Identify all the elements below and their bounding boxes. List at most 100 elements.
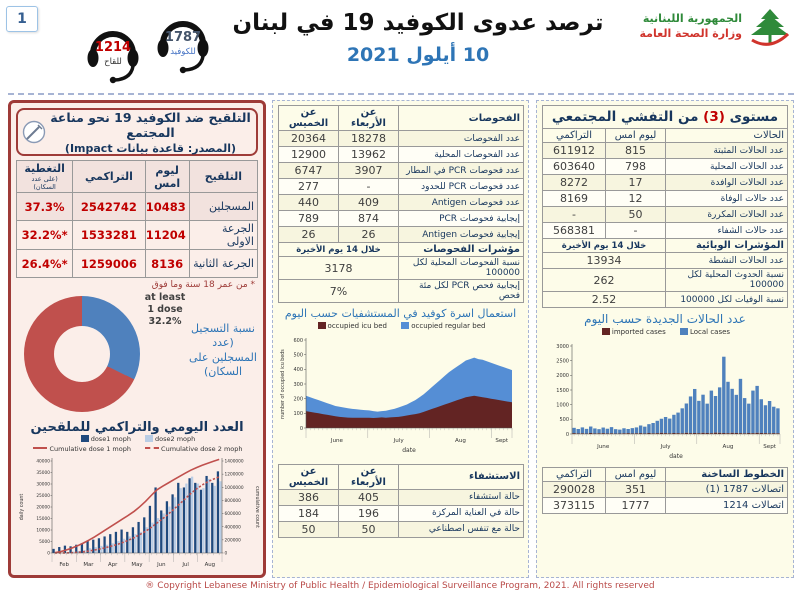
hotline-covid: 1787 للكوفيد xyxy=(150,6,216,76)
cell-value: 603640 xyxy=(542,158,606,175)
new-cases-chart-title: عدد الحالات الجديدة حسب اليوم xyxy=(584,312,746,326)
cell-value: 50 xyxy=(338,520,399,538)
vaccination-panel-title: التلقيح ضد الكوفيد 19 نحو مناعة المجتمع … xyxy=(16,108,258,156)
cell-label: حالة استشفاء xyxy=(398,488,524,506)
col-vaccination: التلقيح xyxy=(188,160,259,193)
cell-value: 8169 xyxy=(542,190,606,207)
cell-value: 409 xyxy=(338,194,399,211)
table-header-row: الفحوصات عن الأربعاء عن الخميس xyxy=(278,105,524,131)
cell-label: عدد فحوصات PCR للحدود xyxy=(398,178,524,195)
svg-text:30000: 30000 xyxy=(36,481,50,487)
svg-text:200000: 200000 xyxy=(225,537,242,543)
svg-text:600: 600 xyxy=(293,337,303,343)
cell-value: 17 xyxy=(605,174,666,191)
spread-level-number: (3) xyxy=(703,109,725,125)
cell-value: - xyxy=(542,206,606,223)
col-yesterday: ليوم امس xyxy=(144,160,190,193)
table-row: إيجابية فحص PCR لكل مئة فحص 7% xyxy=(278,279,524,303)
svg-text:300: 300 xyxy=(293,381,303,387)
cell-value: 12900 xyxy=(278,146,339,163)
svg-text:15000: 15000 xyxy=(36,516,50,522)
svg-text:date: date xyxy=(669,453,683,460)
svg-text:date: date xyxy=(402,447,416,454)
cell-label: نسبة الحدوث المحلية لكل 100000 xyxy=(665,268,788,292)
col-wednesday: عن الأربعاء xyxy=(338,105,399,131)
table-header-row: الاستشفاء عن الأربعاء عن الخميس xyxy=(278,463,524,490)
table-header-row: الحالات ليوم امس التراكمي xyxy=(542,128,788,143)
hospitalization-table: الاستشفاء عن الأربعاء عن الخميس حالة است… xyxy=(278,463,524,538)
cell-label: عدد فحوصات PCR في المطار xyxy=(398,162,524,179)
col-hotlines: الخطوط الساخنة xyxy=(665,466,788,482)
cedar-logo-icon xyxy=(751,9,790,46)
cell-label: عدد الحالات المكررة xyxy=(665,206,788,223)
cell-label: إيجابية فحوصات Antigen xyxy=(398,226,524,243)
table-row: عدد فحوصات PCR للحدود -277 xyxy=(278,178,524,195)
table-header-row: الخطوط الساخنة ليوم امس التراكمي xyxy=(542,466,788,482)
table-row: عدد الحالات الوافدة 17 8272 xyxy=(542,174,788,191)
cell-value: 290028 xyxy=(542,480,606,498)
cell-value: 373115 xyxy=(542,496,606,514)
cell-value: 611912 xyxy=(542,142,606,159)
cell-value: 2.52 xyxy=(542,291,666,308)
cell-label: اتصالات 1787 (1) xyxy=(665,480,788,498)
epi-indicators-period: خلال 14 يوم الأخيرة xyxy=(542,238,666,253)
svg-text:Apr: Apr xyxy=(108,562,118,568)
table-row: عدد الحالات المكررة 50- xyxy=(542,206,788,223)
col-hospitalization: الاستشفاء xyxy=(398,463,524,490)
hotline-label: للكوفيد xyxy=(170,47,196,57)
svg-text:20000: 20000 xyxy=(36,504,50,510)
cell-value: 262 xyxy=(542,268,666,292)
svg-text:5000: 5000 xyxy=(39,539,50,545)
divider xyxy=(8,93,794,95)
spread-level-title: مستوى (3) من التفشي المجتمعي xyxy=(542,105,788,128)
table-row: عدد فحوصات PCR في المطار 3907 6747 xyxy=(278,162,524,179)
svg-text:Sept: Sept xyxy=(763,444,777,450)
dose2-swatch xyxy=(145,435,154,442)
table-row: حالة في العناية المركزة 196 184 xyxy=(278,504,524,522)
svg-text:600000: 600000 xyxy=(225,511,242,517)
col-cumulative: التراكمي xyxy=(72,160,146,193)
cell-value: 8272 xyxy=(542,174,606,191)
col-thursday: عن الخميس xyxy=(278,105,339,131)
svg-text:number of occupied icu beds: number of occupied icu beds xyxy=(280,348,286,418)
cell-label: نسبة الوفيات لكل 100000 xyxy=(665,291,788,308)
imported-swatch xyxy=(601,328,610,335)
cases-panel: مستوى (3) من التفشي المجتمعي الحالات ليو… xyxy=(536,100,794,578)
cell-value: 26 xyxy=(278,226,339,243)
svg-text:Aug: Aug xyxy=(205,562,216,568)
cell-value: 440 xyxy=(278,194,339,211)
vaccination-table: التلقيح ليوم امس التراكمي التغطية (على ع… xyxy=(15,160,259,278)
table-row: اتصالات 1787 (1) 351 290028 xyxy=(542,480,788,498)
svg-text:1000000: 1000000 xyxy=(225,484,244,490)
svg-text:500: 500 xyxy=(293,352,303,358)
syringe-icon xyxy=(22,120,46,144)
cell-value: 184 xyxy=(278,504,339,522)
table-section-header: مؤشرات الفحوصات خلال 14 يوم الأخيرة xyxy=(278,242,524,257)
beds-chart-legend: occupied icu bed occupied regular bed xyxy=(278,321,523,332)
cell-value: 815 xyxy=(605,142,666,159)
cell-value: *26.4% xyxy=(15,249,74,278)
cell-value: 50 xyxy=(605,206,666,223)
col-coverage: التغطية (على عدد السكان) xyxy=(15,160,74,193)
coverage-note: (على عدد السكان) xyxy=(31,175,58,191)
icu-swatch xyxy=(317,322,326,329)
svg-text:Sept: Sept xyxy=(495,438,509,444)
donut-caption: نسبة التسجيل (عدد المسجلين على السكان) xyxy=(189,322,257,378)
indicators-header: مؤشرات الفحوصات xyxy=(398,242,524,257)
cell-value: 1259006 xyxy=(72,249,146,278)
cell-label: عدد الحالات المحلية xyxy=(665,158,788,175)
svg-text:daily count: daily count xyxy=(19,493,25,520)
table-row: إيجابية فحوصات PCR 874 789 xyxy=(278,210,524,227)
cell-label: عدد حالات الوفاة xyxy=(665,190,788,207)
headset-icon xyxy=(157,21,209,74)
svg-text:3000: 3000 xyxy=(556,343,569,349)
table-row: حالة مع تنفس اصطناعي 50 50 xyxy=(278,520,524,538)
svg-text:July: July xyxy=(660,444,672,450)
table-row: عدد حالات الشفاء -568381 xyxy=(542,222,788,239)
tests-table: الفحوصات عن الأربعاء عن الخميس عدد الفحو… xyxy=(278,105,524,303)
cell-label: الجرعة الثانية xyxy=(188,249,259,278)
ministry-header: الجمهورية اللبنانية وزارة الصحة العامة xyxy=(640,6,793,48)
cell-label: عدد الفحوصات المحلية xyxy=(398,146,524,163)
cell-value: 874 xyxy=(338,210,399,227)
cell-value: 20364 xyxy=(278,130,339,147)
